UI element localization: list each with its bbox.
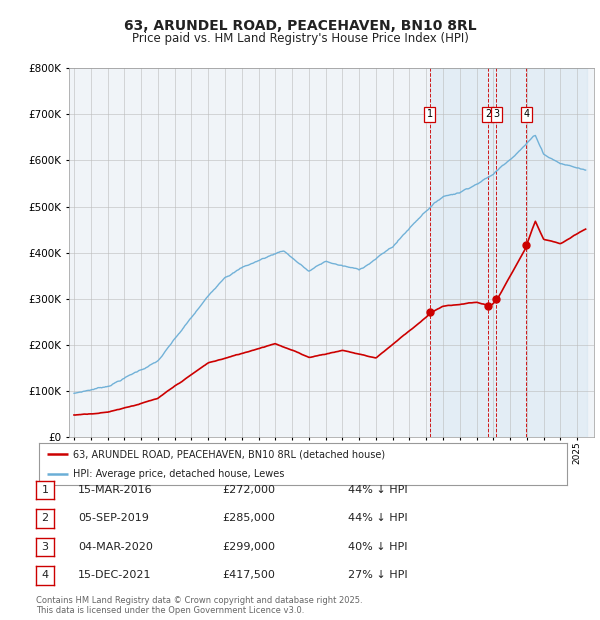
Bar [430,68,587,437]
Text: 15-MAR-2016: 15-MAR-2016 [78,485,152,495]
Text: 44% ↓ HPI: 44% ↓ HPI [348,513,407,523]
Text: 15-DEC-2021: 15-DEC-2021 [78,570,151,580]
Text: 40% ↓ HPI: 40% ↓ HPI [348,542,407,552]
Text: 4: 4 [41,570,49,580]
Text: 2: 2 [41,513,49,523]
Text: 3: 3 [493,109,499,119]
Text: 04-MAR-2020: 04-MAR-2020 [78,542,153,552]
Text: 63, ARUNDEL ROAD, PEACEHAVEN, BN10 8RL: 63, ARUNDEL ROAD, PEACEHAVEN, BN10 8RL [124,19,476,33]
Text: 4: 4 [523,109,529,119]
Text: 63, ARUNDEL ROAD, PEACEHAVEN, BN10 8RL (detached house): 63, ARUNDEL ROAD, PEACEHAVEN, BN10 8RL (… [73,449,385,459]
Text: HPI: Average price, detached house, Lewes: HPI: Average price, detached house, Lewe… [73,469,284,479]
Text: £299,000: £299,000 [222,542,275,552]
Text: 05-SEP-2019: 05-SEP-2019 [78,513,149,523]
Text: 1: 1 [427,109,433,119]
Text: £285,000: £285,000 [222,513,275,523]
Text: Price paid vs. HM Land Registry's House Price Index (HPI): Price paid vs. HM Land Registry's House … [131,32,469,45]
Text: 27% ↓ HPI: 27% ↓ HPI [348,570,407,580]
Text: 44% ↓ HPI: 44% ↓ HPI [348,485,407,495]
Text: £272,000: £272,000 [222,485,275,495]
Text: 3: 3 [41,542,49,552]
Text: £417,500: £417,500 [222,570,275,580]
Text: 2: 2 [485,109,491,119]
Text: 1: 1 [41,485,49,495]
Text: Contains HM Land Registry data © Crown copyright and database right 2025.
This d: Contains HM Land Registry data © Crown c… [36,596,362,615]
